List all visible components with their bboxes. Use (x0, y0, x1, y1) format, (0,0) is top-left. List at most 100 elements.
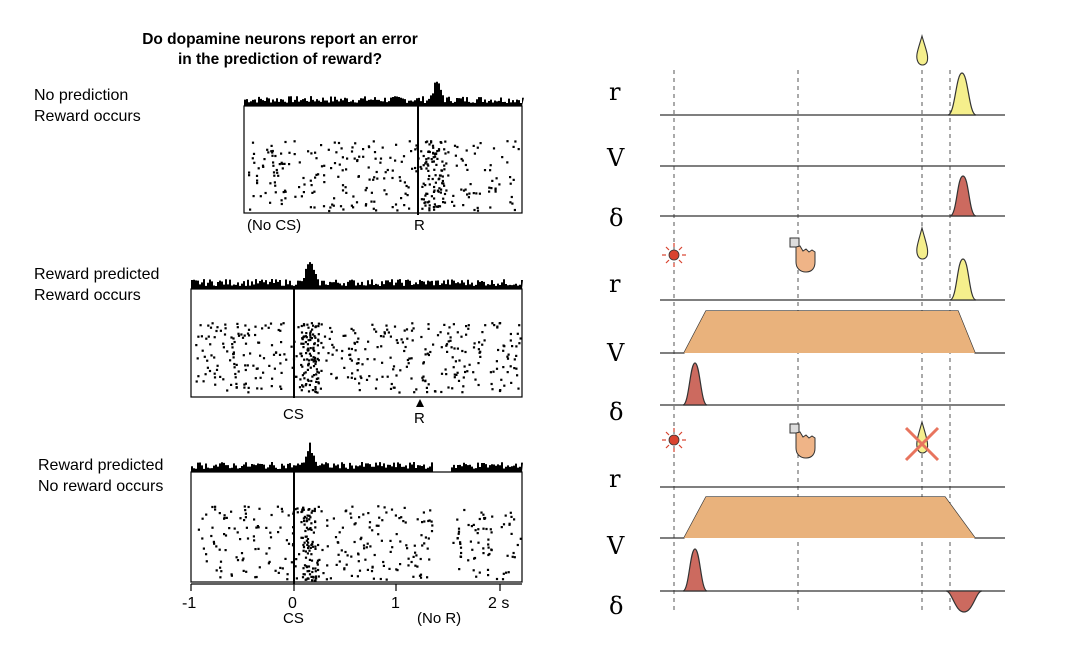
spike-dot (241, 559, 244, 562)
spike-dot (262, 357, 266, 360)
spike-dot (315, 173, 318, 176)
spike-dot (287, 514, 290, 517)
spike-dot (389, 356, 392, 359)
spike-dot (429, 350, 432, 354)
spike-dot (472, 144, 475, 147)
spike-dot (466, 370, 469, 373)
spike-dot (435, 205, 438, 208)
condition-2-line-1: Reward predicted (34, 266, 160, 283)
spike-dot (386, 168, 389, 172)
spike-dot (513, 518, 516, 521)
spike-dot (320, 323, 323, 326)
spike-dot (300, 363, 303, 367)
spike-dot (335, 151, 338, 154)
spike-dot (344, 186, 347, 189)
spike-dot (425, 192, 428, 195)
spike-dot (222, 342, 225, 345)
spike-dot (220, 570, 223, 573)
spike-dot (312, 356, 315, 359)
spike-dot (252, 364, 255, 367)
spike-dot (502, 344, 505, 347)
spike-dot (456, 518, 459, 521)
spike-dot (362, 148, 365, 151)
spike-dot (205, 560, 208, 563)
spike-dot (430, 195, 433, 198)
spike-dot (459, 555, 463, 558)
spike-dot (203, 355, 206, 358)
spike-dot (306, 343, 309, 346)
spike-dot (394, 203, 398, 206)
spike-dot (488, 186, 491, 189)
spike-dot (354, 349, 357, 352)
spike-dot (399, 563, 402, 566)
spike-dot (510, 532, 513, 535)
spike-dot (476, 146, 479, 149)
spike-dot (311, 509, 314, 512)
spike-dot (401, 341, 404, 344)
spike-dot (366, 568, 369, 571)
spike-dot (234, 376, 237, 379)
spike-dot (302, 546, 306, 549)
spike-dot (405, 544, 408, 547)
spike-dot (391, 206, 394, 209)
spike-dot (307, 577, 310, 580)
spike-dot (362, 544, 366, 547)
spike-dot (499, 322, 502, 325)
spike-dot (317, 371, 320, 374)
spike-dot (464, 370, 467, 374)
spike-dot (500, 526, 503, 529)
spike-dot (509, 365, 512, 368)
spike-dot (405, 365, 408, 368)
spike-dot (338, 560, 341, 563)
spike-dot (199, 324, 202, 327)
spike-dot (219, 329, 222, 332)
spike-dot (305, 332, 308, 335)
spike-dot (335, 376, 338, 379)
spike-dot (421, 544, 424, 547)
spike-dot (344, 334, 347, 337)
spike-dot (309, 546, 312, 549)
spike-dot (312, 576, 315, 579)
spike-dot (373, 328, 376, 331)
spike-dot (272, 171, 276, 174)
spike-dot (391, 169, 394, 172)
spike-dot (326, 519, 329, 522)
spike-dot (284, 557, 287, 560)
spike-dot (305, 526, 309, 529)
spike-dot (261, 164, 265, 167)
spike-dot (280, 507, 283, 510)
spike-dot (335, 349, 338, 352)
spike-dot (365, 546, 368, 549)
spike-dot (412, 575, 415, 578)
spike-dot (367, 340, 370, 343)
spike-dot (268, 364, 271, 367)
spike-dot (370, 570, 374, 573)
spike-dot (310, 511, 313, 514)
spike-dot (309, 330, 312, 333)
x-tick-minus-1: -1 (182, 595, 197, 612)
spike-dot (428, 519, 431, 522)
spike-dot (277, 531, 280, 534)
spike-dot (453, 373, 456, 376)
spike-dot (279, 566, 282, 569)
spike-dot (215, 329, 218, 333)
cross-out-icon (904, 419, 940, 462)
spike-dot (274, 154, 277, 158)
spike-dot (462, 385, 465, 388)
spike-dot (306, 514, 309, 517)
spike-dot (305, 539, 308, 542)
spike-dot (450, 346, 453, 349)
spike-dot (451, 356, 454, 359)
spike-dot (219, 375, 222, 378)
spike-dot (279, 362, 282, 365)
spike-dot (228, 527, 231, 530)
spike-dot (360, 536, 363, 539)
spike-dot (312, 324, 315, 327)
delta-pulse-3 (682, 548, 708, 592)
spike-dot (308, 518, 311, 521)
condition-1-line-2: Reward occurs (34, 108, 141, 125)
spike-dot (513, 556, 516, 559)
spike-dot (473, 342, 476, 345)
spike-dot (392, 386, 395, 389)
spike-dot (476, 532, 479, 535)
